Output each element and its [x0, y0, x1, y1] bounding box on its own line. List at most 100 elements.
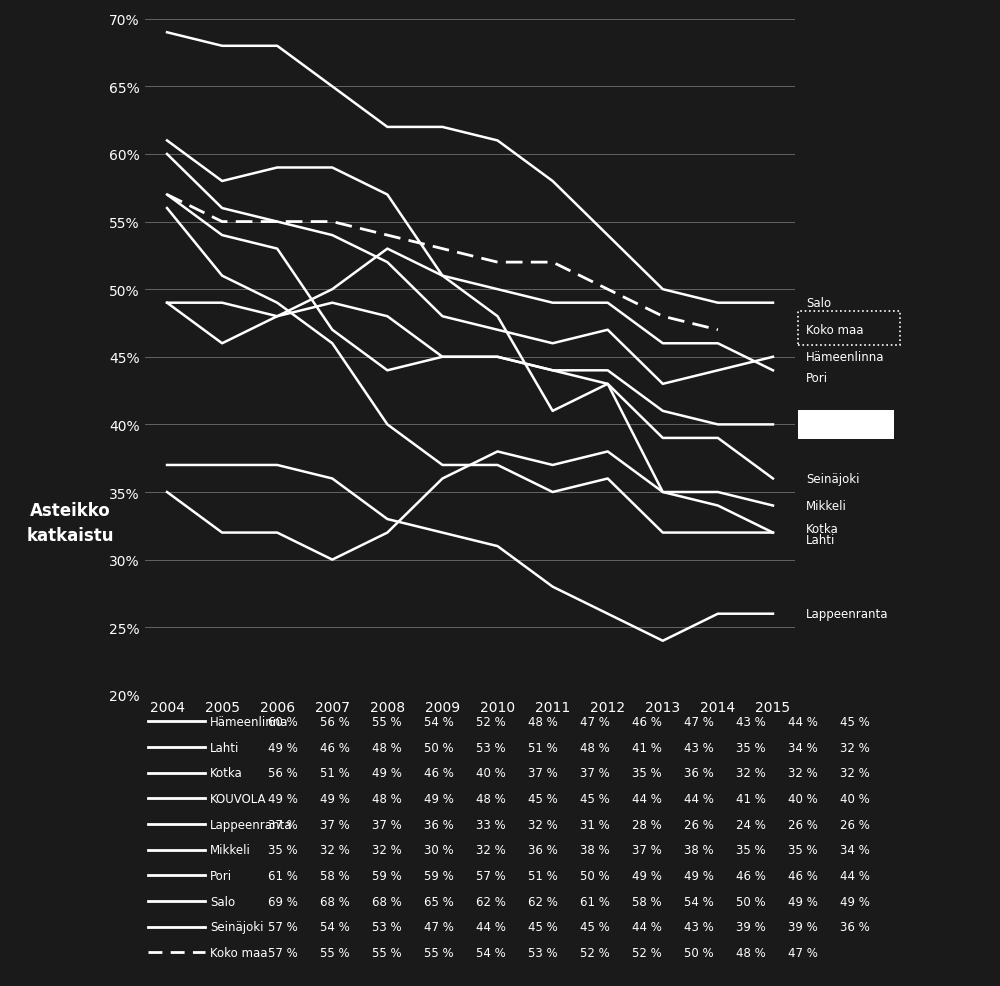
- Text: 38 %: 38 %: [684, 843, 714, 857]
- Text: 61 %: 61 %: [268, 869, 298, 882]
- Text: 46 %: 46 %: [736, 869, 766, 882]
- Text: 69 %: 69 %: [268, 894, 298, 908]
- Text: 37 %: 37 %: [632, 843, 662, 857]
- Text: 51 %: 51 %: [528, 740, 558, 754]
- Text: Salo: Salo: [806, 297, 831, 310]
- Text: 40 %: 40 %: [840, 792, 870, 806]
- Text: 44 %: 44 %: [632, 792, 662, 806]
- Text: 41 %: 41 %: [632, 740, 662, 754]
- Text: 50 %: 50 %: [684, 946, 714, 959]
- Text: 54 %: 54 %: [424, 715, 454, 729]
- Text: 51 %: 51 %: [320, 766, 350, 780]
- Text: 44 %: 44 %: [840, 869, 870, 882]
- Text: 58 %: 58 %: [632, 894, 662, 908]
- Text: KOUVOLA: KOUVOLA: [806, 418, 863, 432]
- Text: 49 %: 49 %: [788, 894, 818, 908]
- Text: Seinäjoki: Seinäjoki: [806, 472, 860, 485]
- Text: Lappeenranta: Lappeenranta: [210, 817, 292, 831]
- Text: 53 %: 53 %: [528, 946, 558, 959]
- Text: 31 %: 31 %: [580, 817, 610, 831]
- Text: 53 %: 53 %: [476, 740, 506, 754]
- Text: 43 %: 43 %: [684, 740, 714, 754]
- Text: 34 %: 34 %: [788, 740, 818, 754]
- Text: 45 %: 45 %: [528, 920, 558, 934]
- Text: 37 %: 37 %: [320, 817, 350, 831]
- Text: 39 %: 39 %: [736, 920, 766, 934]
- Text: 37 %: 37 %: [268, 817, 298, 831]
- Text: 62 %: 62 %: [476, 894, 506, 908]
- Text: 47 %: 47 %: [424, 920, 454, 934]
- Text: 57 %: 57 %: [476, 869, 506, 882]
- Text: 49 %: 49 %: [684, 869, 714, 882]
- Text: 65 %: 65 %: [424, 894, 454, 908]
- Text: 44 %: 44 %: [476, 920, 506, 934]
- Text: 49 %: 49 %: [632, 869, 662, 882]
- Text: 46 %: 46 %: [788, 869, 818, 882]
- Text: Pori: Pori: [210, 869, 232, 882]
- Text: 52 %: 52 %: [476, 715, 506, 729]
- Text: 37 %: 37 %: [372, 817, 402, 831]
- Text: 68 %: 68 %: [320, 894, 350, 908]
- Text: 57 %: 57 %: [268, 920, 298, 934]
- Text: 46 %: 46 %: [632, 715, 662, 729]
- Text: 35 %: 35 %: [788, 843, 818, 857]
- Text: 47 %: 47 %: [788, 946, 818, 959]
- Text: 48 %: 48 %: [736, 946, 766, 959]
- Text: Salo: Salo: [210, 894, 235, 908]
- Text: 35 %: 35 %: [268, 843, 298, 857]
- Text: 34 %: 34 %: [840, 843, 870, 857]
- Text: 54 %: 54 %: [320, 920, 350, 934]
- Text: 44 %: 44 %: [788, 715, 818, 729]
- Text: 36 %: 36 %: [528, 843, 558, 857]
- Text: 26 %: 26 %: [788, 817, 818, 831]
- Text: Asteikko
katkaistu: Asteikko katkaistu: [26, 501, 114, 544]
- Text: 48 %: 48 %: [580, 740, 610, 754]
- Text: 49 %: 49 %: [268, 792, 298, 806]
- Text: Lappeenranta: Lappeenranta: [806, 607, 889, 620]
- Text: 55 %: 55 %: [424, 946, 454, 959]
- Text: Kotka: Kotka: [806, 523, 839, 535]
- Text: 62 %: 62 %: [528, 894, 558, 908]
- Bar: [798, 410, 894, 440]
- Text: 48 %: 48 %: [372, 792, 402, 806]
- Text: 32 %: 32 %: [476, 843, 506, 857]
- Text: 48 %: 48 %: [528, 715, 558, 729]
- Text: 37 %: 37 %: [528, 766, 558, 780]
- Text: 50 %: 50 %: [580, 869, 610, 882]
- Text: 57 %: 57 %: [268, 946, 298, 959]
- Text: 48 %: 48 %: [476, 792, 506, 806]
- Text: 32 %: 32 %: [788, 766, 818, 780]
- Text: 33 %: 33 %: [476, 817, 506, 831]
- Text: 60 %: 60 %: [268, 715, 298, 729]
- Text: 45 %: 45 %: [840, 715, 870, 729]
- Text: 55 %: 55 %: [372, 946, 402, 959]
- Text: 55 %: 55 %: [320, 946, 350, 959]
- Text: 41 %: 41 %: [736, 792, 766, 806]
- Text: 52 %: 52 %: [580, 946, 610, 959]
- Text: 51 %: 51 %: [528, 869, 558, 882]
- Text: 49 %: 49 %: [268, 740, 298, 754]
- Text: Koko maa: Koko maa: [806, 324, 864, 337]
- Text: 49 %: 49 %: [320, 792, 350, 806]
- Text: 54 %: 54 %: [684, 894, 714, 908]
- Text: 26 %: 26 %: [840, 817, 870, 831]
- Text: 32 %: 32 %: [736, 766, 766, 780]
- Text: 32 %: 32 %: [320, 843, 350, 857]
- Text: 40 %: 40 %: [788, 792, 818, 806]
- Text: 53 %: 53 %: [372, 920, 402, 934]
- Text: 28 %: 28 %: [632, 817, 662, 831]
- Text: 32 %: 32 %: [840, 740, 870, 754]
- Text: 43 %: 43 %: [736, 715, 766, 729]
- Text: KOUVOLA: KOUVOLA: [210, 792, 266, 806]
- Text: Kotka: Kotka: [210, 766, 243, 780]
- Text: 35 %: 35 %: [736, 843, 766, 857]
- Text: 45 %: 45 %: [528, 792, 558, 806]
- Text: 26 %: 26 %: [684, 817, 714, 831]
- Text: 48 %: 48 %: [372, 740, 402, 754]
- Text: 46 %: 46 %: [320, 740, 350, 754]
- Text: Koko maa: Koko maa: [210, 946, 268, 959]
- Text: Mikkeli: Mikkeli: [210, 843, 251, 857]
- Text: Seinäjoki: Seinäjoki: [210, 920, 264, 934]
- Text: 56 %: 56 %: [320, 715, 350, 729]
- Text: 32 %: 32 %: [372, 843, 402, 857]
